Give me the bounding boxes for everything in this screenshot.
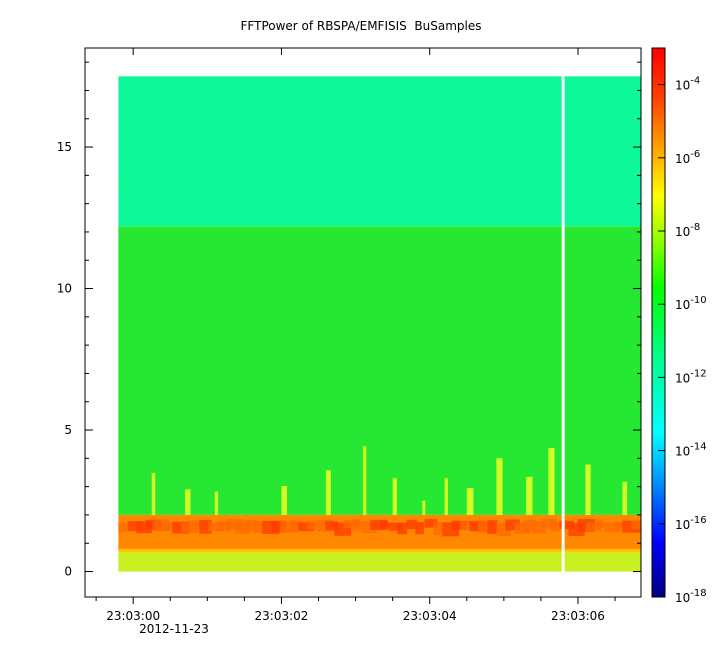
power-blob — [505, 519, 520, 531]
power-burst — [214, 491, 219, 515]
power-blob — [550, 521, 561, 532]
y-axis: 0 5 10 15 — [57, 61, 641, 579]
power-blob — [523, 519, 536, 532]
power-blob — [370, 519, 388, 531]
power-burst — [444, 478, 448, 515]
power-burst — [496, 458, 503, 515]
power-burst — [151, 472, 156, 515]
power-blob — [325, 521, 338, 531]
power-blob — [145, 519, 162, 531]
power-burst — [325, 470, 331, 515]
colorbar-tick-label: 10-12 — [675, 368, 707, 385]
power-burst — [392, 478, 397, 515]
power-blob — [271, 520, 286, 533]
colorbar-tick-label: 10-16 — [675, 515, 707, 532]
colorbar-tick-label: 10-4 — [675, 76, 700, 93]
power-blob — [244, 520, 257, 531]
band-edge — [118, 548, 641, 553]
power-blob — [226, 519, 244, 530]
power-blob — [208, 522, 224, 531]
y-tick-label: 0 — [64, 565, 72, 579]
power-blob — [343, 520, 359, 529]
power-burst — [585, 464, 591, 515]
power-blob — [451, 520, 468, 531]
power-burst — [363, 446, 367, 515]
spectrogram-texture — [118, 446, 641, 553]
power-blob — [469, 521, 487, 532]
power-blob — [559, 520, 574, 530]
colorbar-tick-label: 10-10 — [675, 295, 707, 312]
data-gap — [561, 76, 565, 572]
power-blob — [253, 521, 265, 533]
y-tick-label: 10 — [57, 282, 72, 296]
x-tick-label: 23:03:00 — [106, 609, 160, 623]
power-blob — [316, 519, 335, 532]
power-blob — [118, 522, 127, 533]
colorbar-axis: 10-18 10-16 10-14 10-12 10-10 10-8 10-6 10-4 — [658, 76, 707, 605]
power-blob — [415, 522, 424, 535]
power-blob — [514, 522, 531, 534]
power-blob — [433, 521, 443, 536]
power-blob — [163, 522, 181, 531]
power-blob — [352, 518, 362, 531]
power-blob — [172, 521, 190, 534]
power-blob — [595, 519, 605, 528]
power-blob — [217, 520, 231, 532]
y-tick-label: 5 — [64, 423, 72, 437]
colorbar-tick-label: 10-6 — [675, 149, 700, 166]
power-blob — [541, 519, 557, 529]
power-blob — [487, 520, 498, 535]
x-tick-label: 23:03:02 — [255, 609, 309, 623]
power-blob — [379, 520, 389, 529]
power-burst — [548, 447, 555, 515]
y-tick-label: 15 — [57, 140, 72, 154]
plot-frame — [84, 47, 642, 598]
colorbar-tick-label: 10-18 — [675, 588, 707, 605]
power-blob — [289, 520, 304, 531]
power-burst — [466, 488, 474, 515]
power-blob — [235, 522, 251, 534]
x-date-label: 2012-11-23 — [139, 622, 209, 636]
power-blob — [388, 522, 403, 531]
power-blob — [586, 522, 602, 531]
power-blob — [424, 519, 438, 528]
power-blob — [127, 521, 143, 532]
x-tick-label: 23:03:04 — [403, 609, 457, 623]
power-burst — [281, 485, 288, 515]
colorbar-tick-label: 10-14 — [675, 442, 707, 459]
power-blob — [406, 519, 418, 530]
power-blob — [460, 520, 478, 530]
power-blob — [397, 522, 408, 535]
power-blob — [604, 522, 619, 532]
power-blob — [631, 520, 641, 529]
spectrogram-band — [118, 551, 641, 572]
spectrogram-band — [118, 76, 641, 227]
x-axis: 23:03:00 23:03:02 23:03:04 23:03:06 — [95, 48, 616, 623]
chart-title: FFTPower of RBSPA/EMFISIS BuSamples — [241, 19, 482, 33]
colorbar-tick-label: 10-8 — [675, 222, 700, 239]
power-blob — [307, 520, 317, 530]
power-burst — [185, 489, 191, 515]
power-blob — [298, 522, 315, 532]
power-blob — [190, 520, 207, 530]
power-burst — [422, 500, 426, 515]
colorbar — [651, 47, 666, 598]
power-blob — [181, 522, 199, 533]
plot-area — [85, 48, 641, 597]
x-tick-label: 23:03:06 — [551, 609, 605, 623]
power-burst — [622, 481, 628, 515]
power-blob — [613, 521, 624, 532]
power-burst — [526, 476, 533, 515]
